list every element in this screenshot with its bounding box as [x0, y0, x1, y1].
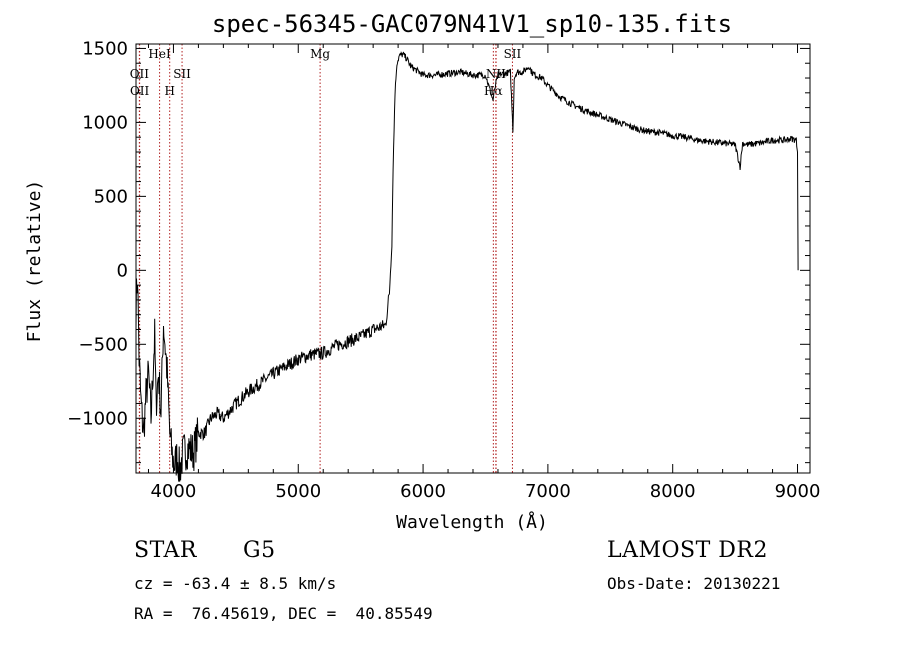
y-tick-label: −500 — [79, 334, 128, 355]
object-class: STAR — [134, 538, 197, 563]
y-tick-label: 1500 — [82, 38, 128, 59]
observation-date: Obs-Date: 20130221 — [607, 574, 781, 593]
axes: 4000 5000 6000 7000 8000 9000 −1000 −500 0 500 100… — [67, 38, 820, 502]
plot-frame — [135, 43, 811, 474]
x-tick-label: 8000 — [650, 481, 696, 502]
spectral-line-markers: OII OII HeI H SII Mg Hα NII SII — [130, 44, 522, 473]
line-marker-label: Hα — [484, 84, 503, 98]
x-tick-label: 9000 — [775, 481, 821, 502]
spectrum-line — [135, 51, 799, 482]
y-axis-label: Flux (relative) — [24, 180, 45, 343]
object-subclass: G5 — [243, 538, 276, 563]
line-marker-label: HeI — [148, 47, 171, 61]
line-marker-label: NII — [486, 67, 506, 81]
x-tick-label: 5000 — [275, 481, 321, 502]
chart-title: spec-56345-GAC079N41V1_sp10-135.fits — [212, 10, 732, 38]
line-marker-label: SII — [173, 67, 191, 81]
coordinates: RA = 76.45619, DEC = 40.85549 — [134, 604, 433, 623]
x-tick-label: 4000 — [151, 481, 197, 502]
y-tick-label: −1000 — [67, 408, 128, 429]
y-tick-label: 1000 — [82, 112, 128, 133]
y-tick-label: 0 — [117, 260, 128, 281]
line-marker-label: OII — [130, 67, 150, 81]
line-marker-label: Mg — [310, 47, 330, 61]
spectrum-series — [135, 51, 799, 482]
x-tick-label: 7000 — [525, 481, 571, 502]
y-tick-label: 500 — [94, 186, 128, 207]
redshift-velocity: cz = -63.4 ± 8.5 km/s — [134, 574, 337, 593]
survey-name: LAMOST DR2 — [607, 538, 768, 563]
x-axis-label: Wavelength (Å) — [396, 511, 548, 533]
line-marker-label: SII — [504, 47, 522, 61]
line-marker-label: H — [164, 84, 174, 98]
line-marker-label: OII — [130, 84, 150, 98]
x-tick-label: 6000 — [400, 481, 446, 502]
